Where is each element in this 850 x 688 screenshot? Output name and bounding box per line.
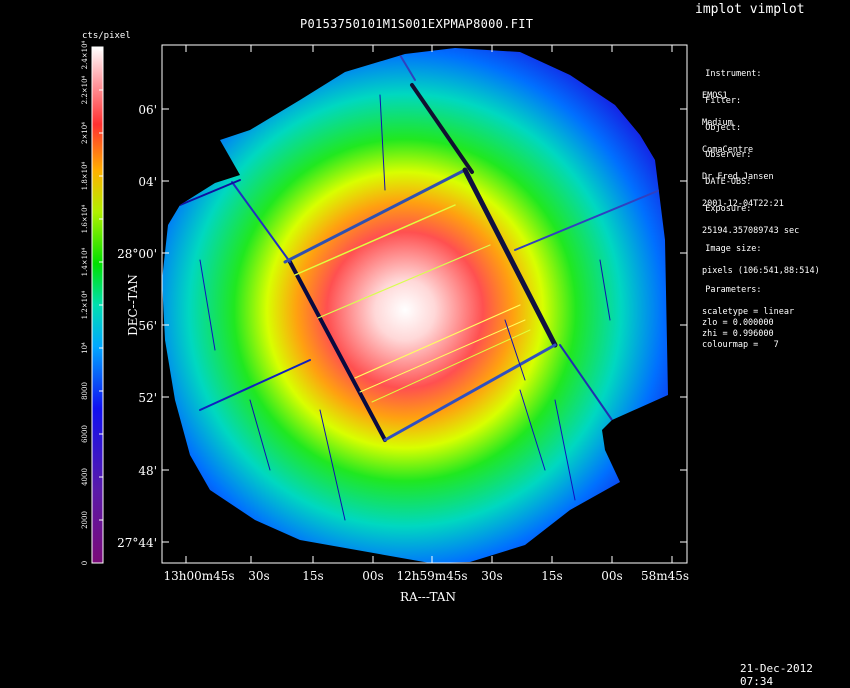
info-exposure: Exposure: 25194.357089743 sec xyxy=(695,193,799,248)
app-title: implot vimplot xyxy=(695,2,805,17)
x-tick-label: 12h59m45s xyxy=(396,569,467,583)
colorbar-tick-label: 6000 xyxy=(81,425,89,443)
x-axis-ticks xyxy=(185,45,673,563)
plot-title: P0153750101M1S001EXPMAP8000.FIT xyxy=(300,17,534,31)
x-tick-label: 13h00m45s xyxy=(163,569,234,583)
colorbar-tick-label: 8000 xyxy=(81,382,89,400)
y-axis-tick-labels: 06' 04' 28°00' 56' 52' 48' 27°44' xyxy=(117,103,157,550)
y-tick-label: 06' xyxy=(138,103,157,117)
info-date-obs: DATE-OBS: 2001-12-04T22:21 xyxy=(695,166,784,221)
info-observer: Observer: Dr Fred Jansen xyxy=(695,139,774,194)
colorbar-tick-label: 4000 xyxy=(81,468,89,486)
y-tick-label: 27°44' xyxy=(117,536,157,550)
info-object: Object: ComaCentre xyxy=(695,112,753,167)
exposure-map-image xyxy=(162,48,668,563)
colorbar-tick-label: 1.4×10⁴ xyxy=(81,247,89,276)
info-label: Filter: xyxy=(705,96,742,106)
x-tick-label: 30s xyxy=(481,569,502,583)
y-tick-label: 28°00' xyxy=(117,247,157,261)
colorbar-tick-label: 1.8×10⁴ xyxy=(81,161,89,190)
info-value: 2001-12-04T22:21 xyxy=(702,199,784,209)
info-value: 25194.357089743 sec xyxy=(702,226,800,236)
colorbar-label: cts/pixel xyxy=(82,31,131,41)
info-value: ComaCentre xyxy=(702,145,754,155)
info-label: Image size: xyxy=(705,244,762,254)
colorbar-tick-label: 2×10⁴ xyxy=(81,122,89,144)
x-tick-label: 15s xyxy=(302,569,323,583)
info-label: DATE-OBS: xyxy=(705,177,752,187)
info-parameters: Parameters: scaletype = linear zlo = 0.0… xyxy=(695,274,794,362)
y-tick-label: 56' xyxy=(138,319,157,333)
info-filter: Filter: Medium xyxy=(695,85,741,140)
x-tick-label: 30s xyxy=(248,569,269,583)
info-value: Medium xyxy=(702,118,733,128)
colorbar-tick-labels: 0 2000 4000 6000 8000 10⁴ 1.2×10⁴ 1.4×10… xyxy=(81,40,89,565)
info-label: Observer: xyxy=(705,150,752,160)
colorbar-tick-label: 0 xyxy=(81,561,89,565)
x-tick-label: 58m45s xyxy=(641,569,689,583)
info-value: pixels (106:541,88:514) xyxy=(702,266,820,276)
colorbar-tick-label: 1.6×10⁴ xyxy=(81,204,89,233)
info-value: EMOS1 xyxy=(702,91,728,101)
y-axis-label: DEC--TAN xyxy=(126,274,140,336)
info-value: Dr Fred Jansen xyxy=(702,172,774,182)
x-tick-label: 15s xyxy=(541,569,562,583)
colorbar-tick-label: 2000 xyxy=(81,511,89,529)
info-label: Instrument: xyxy=(705,69,762,79)
info-instrument: Instrument: EMOS1 xyxy=(695,58,762,113)
colorbar-tick-label: 2.2×10⁴ xyxy=(81,75,89,104)
y-tick-label: 48' xyxy=(138,464,157,478)
x-tick-label: 00s xyxy=(362,569,383,583)
info-label: Object: xyxy=(705,123,742,133)
plot-frame xyxy=(161,44,688,564)
info-value: scaletype = linear zlo = 0.000000 zhi = … xyxy=(702,307,795,350)
y-tick-label: 04' xyxy=(138,175,157,189)
info-image-size: Image size: pixels (106:541,88:514) xyxy=(695,233,820,288)
x-axis-tick-labels: 13h00m45s 30s 15s 00s 12h59m45s 30s 15s … xyxy=(163,569,689,583)
x-axis-label: RA---TAN xyxy=(400,590,456,604)
colorbar-tick-label: 2.4×10⁴ xyxy=(81,40,89,69)
colorbar-tick-label: 1.2×10⁴ xyxy=(81,290,89,319)
y-axis-ticks xyxy=(162,108,687,543)
colorbar-ticks xyxy=(99,49,103,564)
info-label: Exposure: xyxy=(705,204,752,214)
colorbar-tick-label: 10⁴ xyxy=(81,342,89,354)
y-tick-label: 52' xyxy=(138,391,157,405)
info-label: Parameters: xyxy=(705,285,762,295)
x-tick-label: 00s xyxy=(601,569,622,583)
